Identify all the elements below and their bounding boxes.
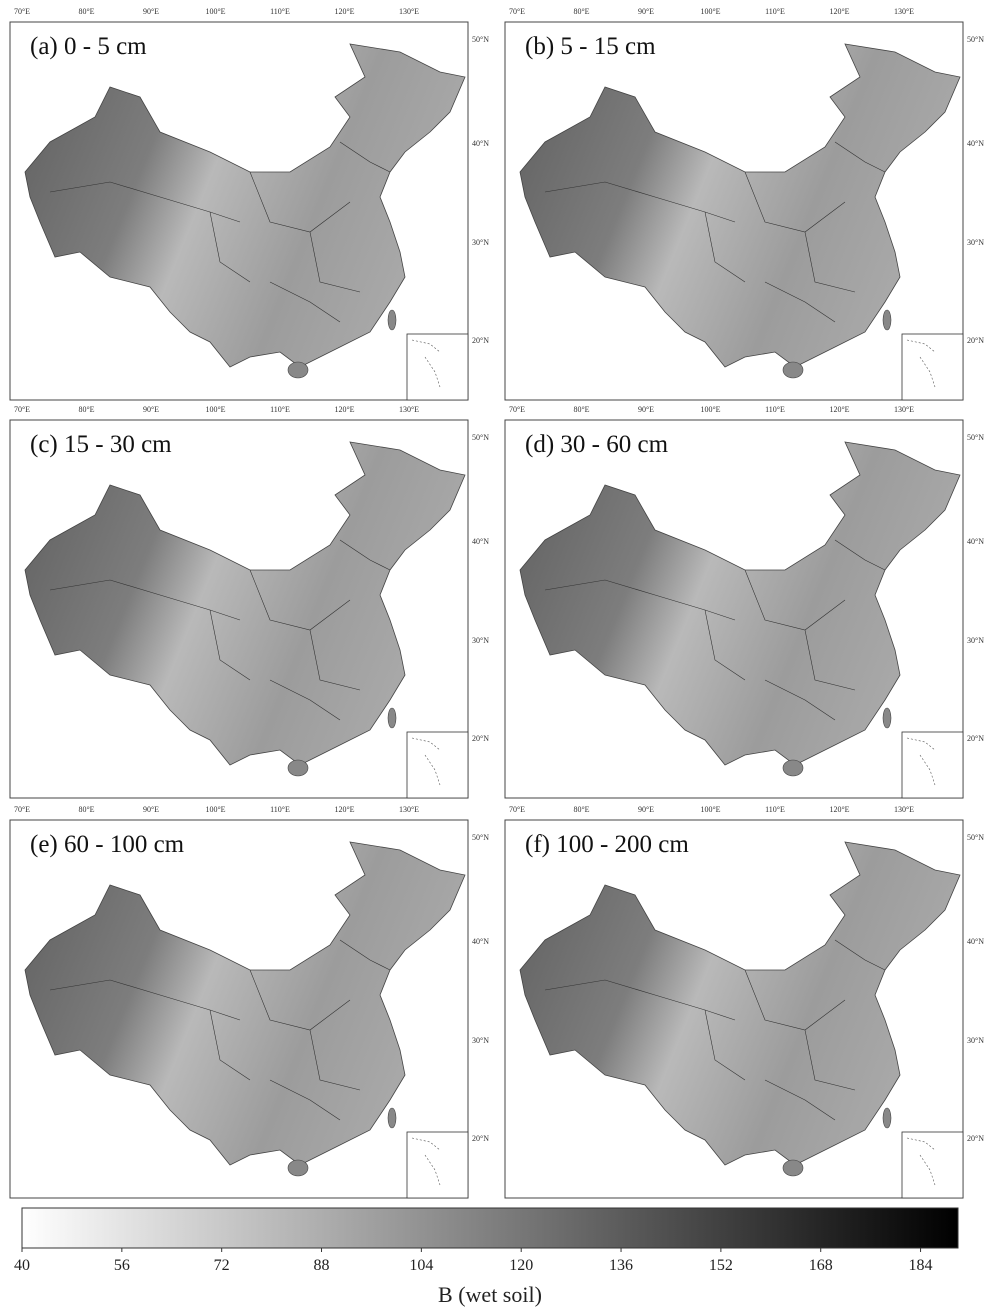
lat-label: 20°N xyxy=(967,1134,984,1143)
lon-label: 110°E xyxy=(270,7,290,16)
lon-label: 130°E xyxy=(894,405,914,414)
lon-label: 130°E xyxy=(399,7,419,16)
lat-label: 50°N xyxy=(472,433,489,442)
lat-label: 30°N xyxy=(472,1036,489,1045)
lon-label: 130°E xyxy=(399,805,419,814)
panel-label: (d) 30 - 60 cm xyxy=(525,431,669,458)
lat-label: 20°N xyxy=(472,1134,489,1143)
colorbar-tick-label: 184 xyxy=(909,1257,933,1274)
lon-label: 120°E xyxy=(334,405,354,414)
lat-label: 50°N xyxy=(472,833,489,842)
lon-label: 130°E xyxy=(399,405,419,414)
lon-label: 110°E xyxy=(765,405,785,414)
lon-label: 120°E xyxy=(829,405,849,414)
panel-label: (f) 100 - 200 cm xyxy=(525,831,689,858)
lon-label: 90°E xyxy=(638,805,654,814)
colorbar-tick-label: 104 xyxy=(409,1257,433,1274)
map-panel: (e) 60 - 100 cm 70°E 80°E 90°E 100°E 110°E 120… xyxy=(10,805,489,1198)
lat-label: 40°N xyxy=(967,937,984,946)
lon-label: 90°E xyxy=(638,7,654,16)
lon-label: 70°E xyxy=(14,805,30,814)
lon-label: 120°E xyxy=(829,805,849,814)
colorbar-tick-label: 56 xyxy=(114,1257,130,1274)
lat-label: 50°N xyxy=(967,35,984,44)
lat-label: 20°N xyxy=(967,734,984,743)
lat-label: 20°N xyxy=(472,734,489,743)
figure: (a) 0 - 5 cm 70°E 80°E 90°E 100°E 110°E 120°E 1… xyxy=(0,0,988,1310)
lon-label: 80°E xyxy=(78,7,94,16)
lon-label: 100°E xyxy=(700,7,720,16)
lat-label: 40°N xyxy=(472,139,489,148)
lon-label: 130°E xyxy=(894,7,914,16)
lon-label: 100°E xyxy=(700,405,720,414)
lat-label: 30°N xyxy=(967,238,984,247)
lat-label: 50°N xyxy=(967,433,984,442)
map-panel: (b) 5 - 15 cm 70°E 80°E 90°E 100°E 110°E 120°E… xyxy=(505,7,984,400)
lon-label: 110°E xyxy=(765,7,785,16)
map-panel: (c) 15 - 30 cm 70°E 80°E 90°E 100°E 110°E 120°… xyxy=(10,405,489,798)
lon-label: 70°E xyxy=(509,805,525,814)
colorbar-tick-label: 120 xyxy=(509,1257,533,1274)
lon-label: 80°E xyxy=(78,805,94,814)
panel-label: (b) 5 - 15 cm xyxy=(525,33,656,60)
lon-label: 110°E xyxy=(270,805,290,814)
colorbar xyxy=(22,1208,958,1248)
lat-label: 30°N xyxy=(967,636,984,645)
lat-label: 40°N xyxy=(472,937,489,946)
panel-label: (a) 0 - 5 cm xyxy=(30,33,147,60)
colorbar-tick-label: 72 xyxy=(214,1257,230,1274)
lat-label: 20°N xyxy=(472,336,489,345)
panel-label: (c) 15 - 30 cm xyxy=(30,431,172,458)
lon-label: 90°E xyxy=(143,7,159,16)
map-panel: (f) 100 - 200 cm 70°E 80°E 90°E 100°E 110°E 12… xyxy=(505,805,984,1198)
lon-label: 100°E xyxy=(205,805,225,814)
lat-label: 30°N xyxy=(472,636,489,645)
lon-label: 90°E xyxy=(638,405,654,414)
colorbar-tick-label: 168 xyxy=(809,1257,833,1274)
lon-label: 100°E xyxy=(205,7,225,16)
lat-label: 40°N xyxy=(967,537,984,546)
lon-label: 80°E xyxy=(78,405,94,414)
colorbar-tick-label: 136 xyxy=(609,1257,633,1274)
lat-label: 40°N xyxy=(472,537,489,546)
lat-label: 40°N xyxy=(967,139,984,148)
map-panel: (d) 30 - 60 cm 70°E 80°E 90°E 100°E 110°E 120°… xyxy=(505,405,984,798)
lon-label: 100°E xyxy=(205,405,225,414)
lat-label: 20°N xyxy=(967,336,984,345)
lon-label: 70°E xyxy=(14,7,30,16)
colorbar-tick-label: 152 xyxy=(709,1257,733,1274)
lon-label: 110°E xyxy=(270,405,290,414)
lon-label: 130°E xyxy=(894,805,914,814)
lon-label: 70°E xyxy=(14,405,30,414)
lon-label: 110°E xyxy=(765,805,785,814)
lat-label: 50°N xyxy=(472,35,489,44)
lon-label: 70°E xyxy=(509,7,525,16)
lon-label: 80°E xyxy=(573,805,589,814)
lat-label: 30°N xyxy=(967,1036,984,1045)
lat-label: 30°N xyxy=(472,238,489,247)
lat-label: 50°N xyxy=(967,833,984,842)
colorbar-label: B (wet soil) xyxy=(438,1282,542,1307)
map-panel: (a) 0 - 5 cm 70°E 80°E 90°E 100°E 110°E 120°E 1… xyxy=(10,7,489,400)
panel-label: (e) 60 - 100 cm xyxy=(30,831,185,858)
lon-label: 120°E xyxy=(829,7,849,16)
colorbar-tick-label: 88 xyxy=(314,1257,330,1274)
colorbar-tick-label: 40 xyxy=(14,1257,30,1274)
lon-label: 80°E xyxy=(573,405,589,414)
lon-label: 90°E xyxy=(143,805,159,814)
lon-label: 70°E xyxy=(509,405,525,414)
lon-label: 120°E xyxy=(334,7,354,16)
lon-label: 90°E xyxy=(143,405,159,414)
lon-label: 80°E xyxy=(573,7,589,16)
lon-label: 100°E xyxy=(700,805,720,814)
lon-label: 120°E xyxy=(334,805,354,814)
